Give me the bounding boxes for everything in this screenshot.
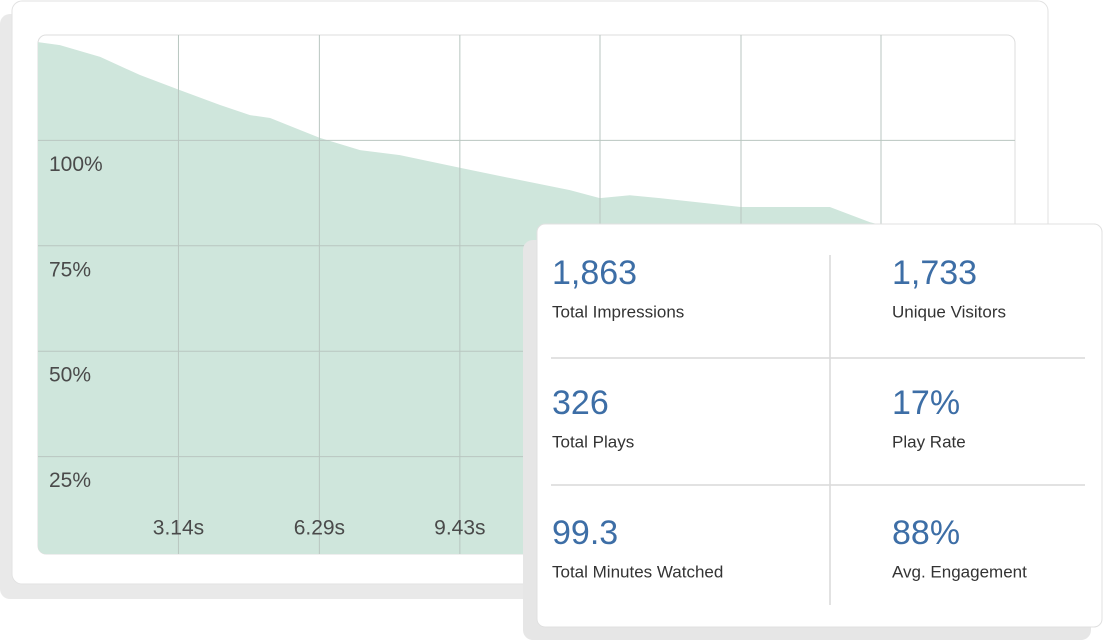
stat-label: Play Rate <box>892 432 966 451</box>
stat-value: 326 <box>552 384 609 422</box>
x-tick-label: 6.29s <box>294 517 345 540</box>
stat-value: 99.3 <box>552 514 618 552</box>
stat-label: Total Minutes Watched <box>552 562 723 581</box>
y-tick-label: 75% <box>49 258 91 281</box>
stats-card <box>536 223 1103 628</box>
stats: 1,863 Total Impressions 1,733 Unique Visito… <box>552 254 1027 582</box>
tick-labels: 25% 50% 75% 100% 3.14s 6.29s 9.43s <box>49 153 486 540</box>
stat-label: Unique Visitors <box>892 302 1006 321</box>
stats-dividers <box>551 255 1085 605</box>
y-tick-label: 100% <box>49 153 103 176</box>
stat-label: Total Impressions <box>552 302 684 321</box>
stat-label: Total Plays <box>552 432 634 451</box>
stat-label: Avg. Engagement <box>892 562 1027 581</box>
stat-value: 88% <box>892 514 960 552</box>
y-tick-label: 50% <box>49 364 91 387</box>
stat-value: 17% <box>892 384 960 422</box>
x-tick-label: 9.43s <box>434 517 485 540</box>
stat-value: 1,733 <box>892 254 977 292</box>
stat-value: 1,863 <box>552 254 637 292</box>
y-tick-label: 25% <box>49 469 91 492</box>
x-tick-label: 3.14s <box>153 517 204 540</box>
